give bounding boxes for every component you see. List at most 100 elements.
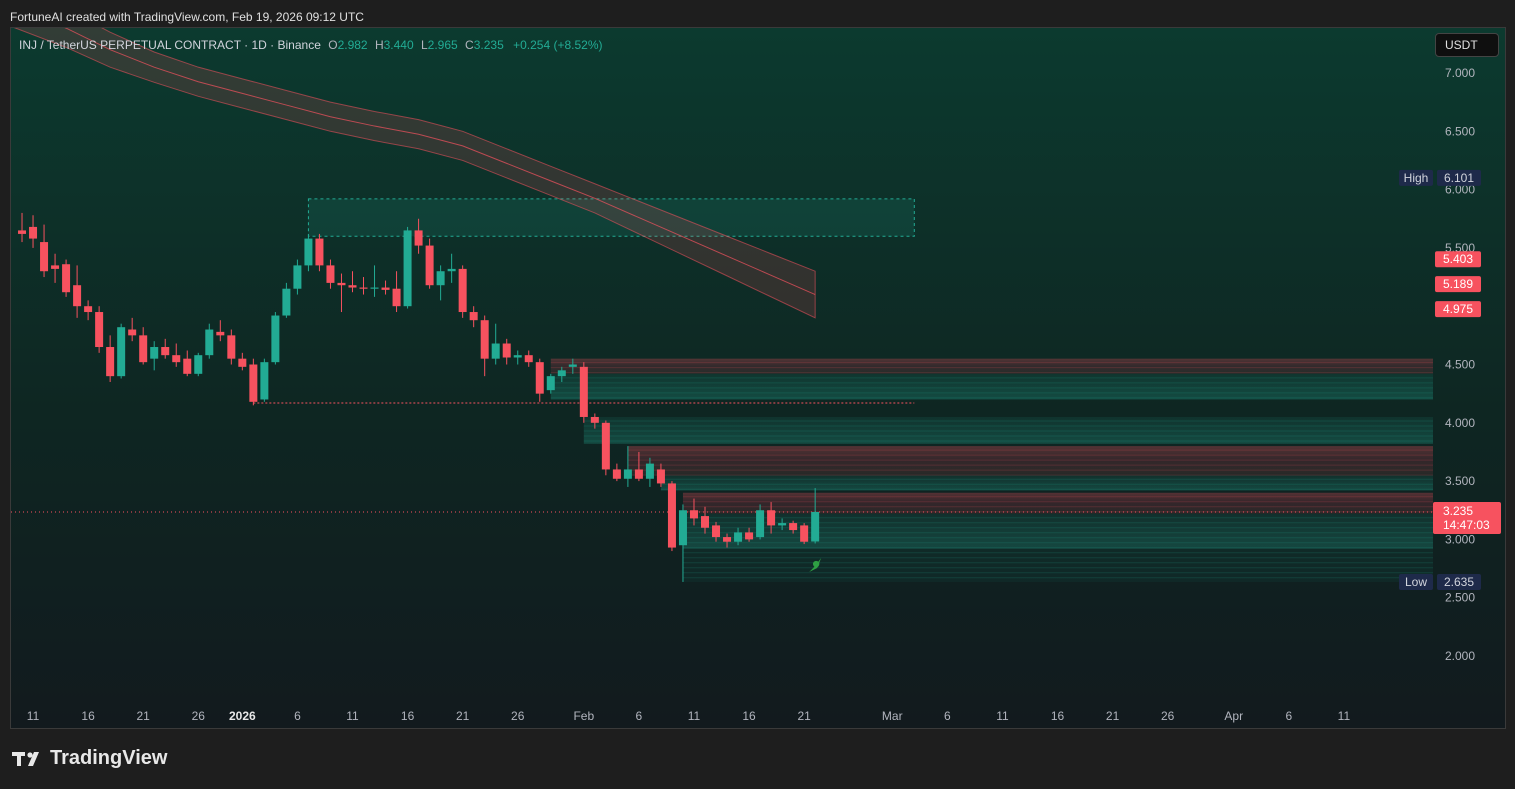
candle-body (701, 516, 709, 528)
candle-body (579, 366, 588, 417)
candle-body (689, 510, 698, 519)
candle-body (128, 329, 137, 336)
candle-body (370, 287, 379, 289)
candle-body (590, 416, 599, 423)
candle-body (392, 288, 401, 307)
candle-body (436, 271, 445, 286)
x-tick-label: 11 (1338, 709, 1351, 723)
candle-body (634, 469, 643, 479)
candle-body (106, 347, 115, 377)
x-tick-label: 11 (688, 709, 701, 723)
candle-body (150, 347, 159, 359)
candle-body (546, 376, 555, 391)
candle-body (117, 327, 126, 377)
y-tick-label: 3.000 (1445, 532, 1475, 546)
candle-body (502, 343, 511, 358)
zone-supply-red (550, 358, 1433, 374)
y-tick-label: 2.500 (1445, 591, 1475, 605)
candle-body (425, 245, 434, 286)
candle-body (800, 525, 809, 542)
candle-body (756, 510, 765, 538)
change-value: +0.254 (+8.52%) (513, 38, 603, 52)
candle-body (811, 511, 820, 542)
zone-supply-red (682, 492, 1433, 514)
candle-body (667, 483, 676, 548)
candle-body (84, 306, 93, 313)
x-tick-label: 21 (797, 709, 811, 723)
candle-body (712, 525, 721, 538)
candle-body (535, 362, 544, 394)
candle-body (161, 347, 170, 356)
low-label: L (420, 38, 428, 52)
x-tick-label: 11 (346, 709, 359, 723)
candle-body (678, 510, 687, 546)
currency-button[interactable]: USDT (1435, 33, 1499, 57)
candle-body (381, 287, 390, 290)
x-tick-label: 6 (944, 709, 951, 723)
candle-body (403, 230, 412, 307)
symbol-legend: INJ / TetherUS PERPETUAL CONTRACT · 1D ·… (19, 38, 603, 52)
price-label-value: 5.403 (1443, 252, 1473, 266)
price-label-value-bg (1437, 573, 1481, 590)
price-label-value: 2.635 (1444, 575, 1474, 589)
brand-name: TradingView (50, 747, 168, 769)
rocket-icon-body (812, 560, 820, 568)
x-tick-label: 21 (137, 709, 151, 723)
candle-body (645, 463, 654, 479)
candle-body (326, 265, 335, 283)
candle-body (293, 265, 302, 289)
candle-body (304, 238, 313, 266)
tradingview-logo[interactable]: TradingView (12, 747, 167, 770)
candle-body (513, 355, 522, 358)
chart-frame: 7.000 6.500 6.000 5.500 4.500 4.000 3.500 3.000… (10, 27, 1506, 729)
price-label-tag (1399, 573, 1433, 590)
y-tick-label: 6.000 (1445, 183, 1475, 197)
price-label-value: 5.189 (1443, 277, 1473, 291)
price-label-value-bg (1435, 276, 1481, 293)
candle-body (447, 268, 456, 272)
x-tick-label: 6 (1285, 709, 1292, 723)
high-label: H (374, 38, 384, 52)
candle-body (656, 469, 665, 484)
x-tick-label: 26 (511, 709, 525, 723)
candle-body (480, 320, 489, 359)
candle-body (723, 537, 732, 542)
candle-body (348, 285, 357, 288)
x-tick-label: 2026 (229, 709, 256, 723)
candle-body (282, 288, 291, 316)
candle-body (778, 523, 787, 526)
price-label-value-bg (1435, 301, 1481, 318)
ma-ribbon-midline (64, 28, 816, 295)
x-tick-label: Apr (1224, 709, 1243, 723)
y-tick-label: 7.000 (1445, 66, 1475, 80)
x-tick-label: Feb (573, 709, 594, 723)
candle-body (194, 355, 203, 374)
y-tick-label: 3.500 (1445, 474, 1475, 488)
close-value: 3.235 (473, 38, 504, 52)
candle-body (745, 532, 754, 540)
candle-body (260, 362, 269, 400)
symbol-title[interactable]: INJ / TetherUS PERPETUAL CONTRACT · 1D ·… (19, 38, 321, 52)
price-chart[interactable]: 7.0006.5006.0005.5004.5004.0003.5003.000… (11, 28, 1506, 729)
price-label-value-bg (1435, 251, 1481, 268)
y-tick-label: 4.500 (1445, 358, 1475, 372)
x-tick-label: 11 (27, 709, 40, 723)
candle-body (73, 285, 82, 307)
candle-body (414, 230, 423, 246)
candle-body (623, 469, 632, 479)
candle-body (238, 358, 247, 367)
tradingview-logo-icon (12, 751, 39, 766)
candle-body (337, 282, 346, 286)
price-label-tag (1399, 169, 1433, 186)
candle-body (183, 358, 192, 374)
high-value: 3.440 (383, 38, 414, 52)
current-price-tag (1433, 501, 1501, 534)
price-label-value: 6.101 (1444, 171, 1474, 185)
open-value: 2.982 (337, 38, 368, 52)
x-tick-label: 16 (742, 709, 756, 723)
candle-body (51, 265, 60, 269)
candle-body (789, 523, 798, 531)
x-tick-label: 6 (636, 709, 643, 723)
open-label: O (328, 38, 338, 52)
x-tick-label: 21 (1106, 709, 1120, 723)
